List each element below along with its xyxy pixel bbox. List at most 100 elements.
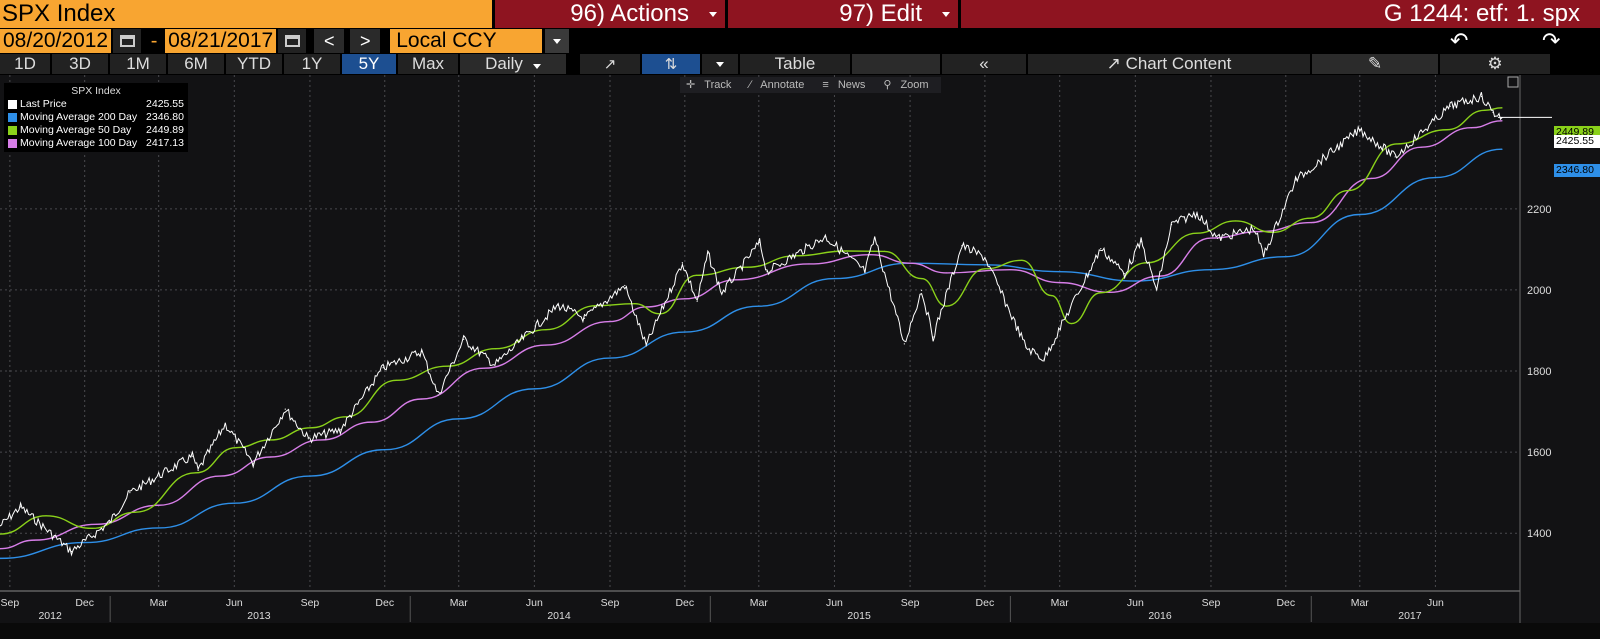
redo-icon[interactable]: ↷ [1542, 28, 1561, 53]
range-tabs: 1D 3D 1M 6M YTD 1Y 5Y Max Daily ↗ ⇅ Tabl… [0, 54, 1600, 74]
period-select[interactable]: Daily [460, 54, 566, 74]
x-tick-label: Mar [1051, 597, 1070, 609]
x-tick-label: Sep [1202, 597, 1221, 609]
data-point [309, 475, 311, 477]
data-point [1216, 237, 1219, 240]
data-point [1501, 107, 1503, 109]
corner-box-icon [1507, 76, 1519, 88]
x-tick-label: Jun [526, 597, 543, 609]
data-point [1021, 259, 1023, 261]
data-point [458, 418, 460, 420]
x-tick-label: Dec [375, 597, 394, 609]
edit-pen-button[interactable]: ✎ [1312, 54, 1438, 74]
data-point [463, 338, 465, 340]
currency-dropdown-button[interactable] [545, 29, 570, 53]
data-point [1196, 212, 1198, 214]
annotate-label: Annotate [760, 79, 805, 91]
data-point [284, 408, 286, 410]
data-point [108, 522, 110, 524]
data-point [721, 292, 723, 294]
tab-range-6m[interactable]: 6M [168, 54, 224, 74]
settings-button[interactable]: ⚙ [1440, 54, 1550, 74]
chevron-down-icon [553, 38, 562, 44]
tab-range-5y[interactable]: 5Y [342, 54, 396, 74]
data-point [984, 268, 986, 270]
start-date-field[interactable]: 08/20/2012 [0, 29, 112, 53]
data-point [84, 541, 86, 544]
data-point [1050, 294, 1053, 297]
ticker-title[interactable]: SPX Index [0, 0, 492, 28]
prev-period-button[interactable]: < [314, 29, 345, 53]
data-point [421, 398, 423, 400]
chart-area[interactable]: 1400 1600 1800 2000 2200 Sep Dec Mar Jun Sep Dec Ma… [0, 75, 1600, 639]
plot-background [0, 75, 1520, 593]
data-point [533, 388, 535, 390]
start-calendar-button[interactable] [113, 29, 142, 53]
data-point [1396, 143, 1398, 145]
tab-range-1y[interactable]: 1Y [284, 54, 340, 74]
price-chart[interactable]: 1400 1600 1800 2000 2200 Sep Dec Mar Jun Sep Dec Ma… [0, 75, 1600, 639]
data-point [19, 506, 22, 508]
annotate-button[interactable]: ∕ Annotate [743, 77, 816, 93]
tab-range-1d[interactable]: 1D [0, 54, 50, 74]
end-calendar-button[interactable] [278, 29, 307, 53]
edit-menu[interactable]: 97) Edit [728, 0, 958, 28]
zoom-button[interactable]: ⚲ Zoom [877, 77, 940, 93]
currency-select[interactable]: Local CCY [390, 29, 543, 53]
news-button[interactable]: ≡ News [816, 77, 877, 93]
legend-value: 2417.13 [146, 137, 184, 149]
tab-range-max[interactable]: Max [398, 54, 458, 74]
x-tick-label: Jun [1427, 597, 1444, 609]
x-tick-label: Mar [450, 597, 469, 609]
moving-average-100-day-line [0, 120, 1503, 550]
data-point [483, 367, 485, 369]
data-point [1100, 292, 1102, 294]
end-date-field[interactable]: 08/21/2017 [165, 29, 277, 53]
data-point [1170, 224, 1173, 226]
data-point [945, 272, 947, 274]
actions-menu[interactable]: 96) Actions [495, 0, 725, 28]
data-point [624, 284, 626, 287]
undo-icon[interactable]: ↶ [1450, 28, 1469, 53]
data-point [920, 277, 923, 280]
track-button[interactable]: ✛ Track [680, 77, 743, 93]
collapse-button[interactable]: « [942, 54, 1026, 74]
y-tick-label: 2000 [1527, 285, 1551, 297]
legend-item: Moving Average 200 Day 2346.80 [8, 111, 184, 124]
data-point [370, 421, 373, 423]
data-point [1109, 291, 1111, 293]
gear-icon: ⚙ [1487, 54, 1503, 73]
next-period-button[interactable]: > [350, 29, 381, 53]
calendar-icon [284, 35, 300, 47]
tab-range-3d[interactable]: 3D [52, 54, 108, 74]
data-point [735, 279, 737, 281]
data-point [845, 250, 847, 252]
data-point [833, 277, 836, 280]
x-tick-label: Mar [150, 597, 169, 609]
calendar-icon [119, 35, 135, 47]
chart-toolbar: ✛ Track ∕ Annotate ≡ News ⚲ Zoom [680, 77, 941, 93]
data-point [1262, 254, 1265, 257]
data-point [557, 304, 559, 306]
line-chart-button[interactable]: ↗ [580, 54, 640, 74]
data-point [1359, 213, 1361, 216]
chart-type-dropdown[interactable] [702, 54, 738, 74]
tab-range-1m[interactable]: 1M [110, 54, 166, 74]
data-point [707, 252, 709, 255]
data-point [320, 439, 323, 441]
chart-content-button[interactable]: ↗ Chart Content [1028, 54, 1310, 74]
data-point [746, 266, 748, 268]
data-point [684, 298, 686, 300]
data-point [0, 525, 1, 527]
chart-type-button[interactable]: ⇅ [642, 54, 700, 74]
data-point [883, 250, 886, 252]
table-button[interactable]: Table [740, 54, 850, 74]
tab-range-ytd[interactable]: YTD [226, 54, 282, 74]
period-label: Daily [485, 54, 523, 73]
x-tick-label: Mar [750, 597, 769, 609]
data-point [269, 439, 272, 441]
chevron-down-icon [942, 11, 950, 17]
data-point [382, 367, 384, 369]
x-tick-label: Jun [1127, 597, 1144, 609]
data-point [1492, 111, 1494, 113]
